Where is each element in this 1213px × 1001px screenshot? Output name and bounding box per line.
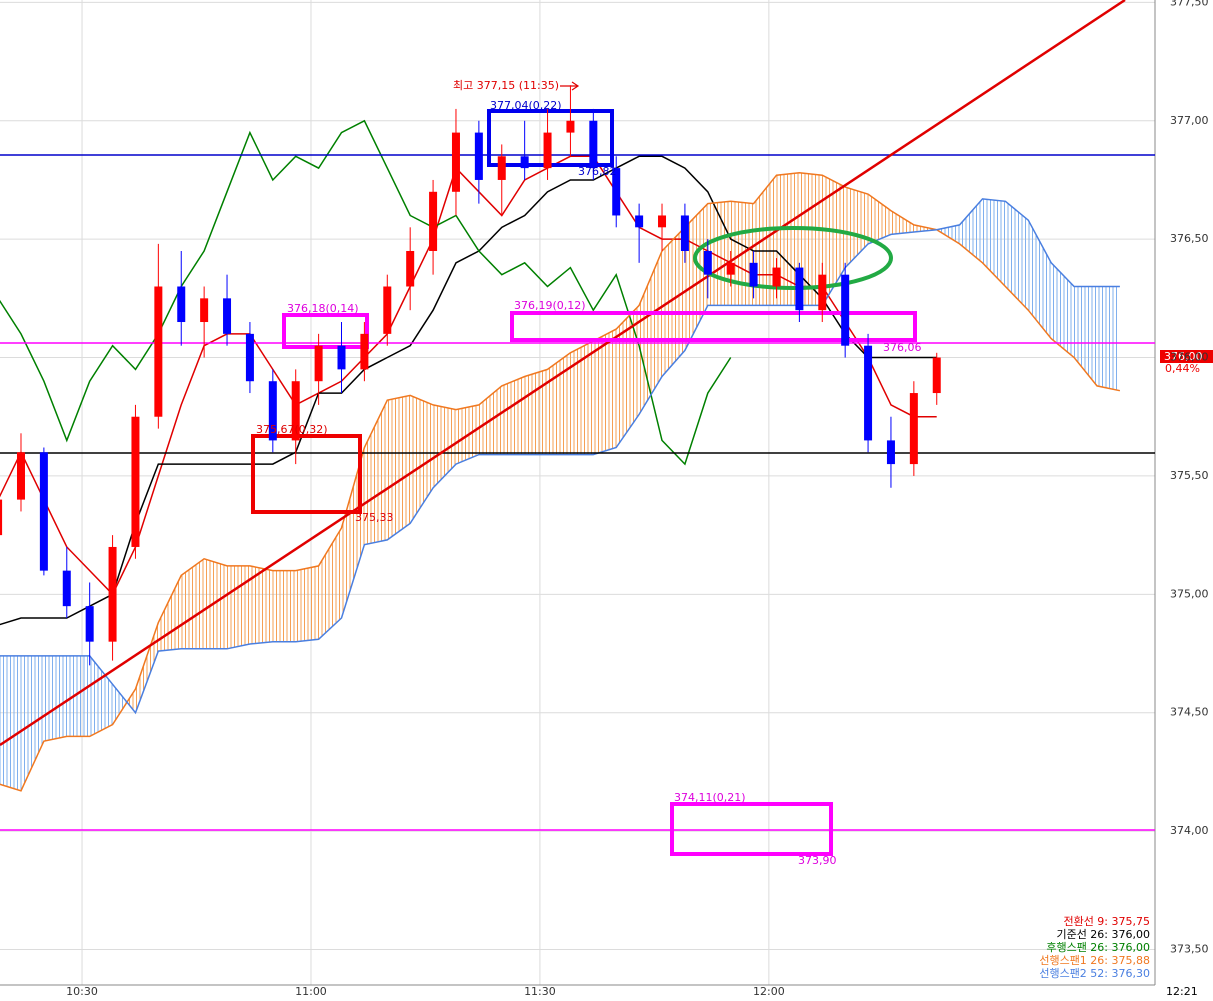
candle-body (635, 215, 644, 228)
candle-body (566, 120, 575, 133)
candle-body (497, 156, 506, 180)
y-tick-label: 375,00 (1170, 587, 1209, 600)
candle-body (818, 274, 827, 311)
annotation: 376,82 (578, 165, 617, 178)
candle-body (451, 132, 460, 192)
annotation: 376,06 (883, 341, 922, 354)
candle-body (612, 168, 621, 216)
candle-body (383, 286, 392, 334)
candle-body (62, 570, 71, 607)
candle-body (131, 416, 140, 547)
x-tick-label: 11:30 (524, 985, 556, 998)
candle-body (291, 381, 300, 441)
candle-body (0, 499, 3, 536)
box (251, 434, 362, 514)
candle-body (223, 298, 232, 334)
legend-entry: 전환선 9: 375,75 (1063, 915, 1150, 928)
candle-body (749, 262, 758, 287)
candle-body (772, 267, 781, 287)
y-tick-label: 375,50 (1170, 469, 1209, 482)
last-price: 376,00 (1164, 350, 1203, 363)
candle-body (658, 215, 667, 228)
candle-body (864, 345, 873, 441)
candle-body (154, 286, 163, 417)
y-tick-label: 374,50 (1170, 706, 1209, 719)
annotation: 375,33 (355, 511, 394, 524)
indicator-line (0, 198, 1120, 715)
y-tick-label: 377,00 (1170, 114, 1209, 127)
y-tick-label: 377,50 (1170, 0, 1209, 8)
candle-body (680, 215, 689, 251)
candle-body (200, 298, 209, 323)
candle-body (360, 333, 369, 370)
indicator-line (0, 155, 937, 596)
candle-body (39, 452, 48, 571)
y-tick-label: 373,50 (1170, 942, 1209, 955)
legend-entry: 선행스팬1 26: 375,88 (1039, 954, 1150, 967)
candle-body (589, 120, 598, 169)
x-tick-label: 12:00 (753, 985, 785, 998)
candle-body (909, 393, 918, 465)
candle-body (474, 132, 483, 180)
candle-body (429, 191, 438, 251)
box (282, 313, 369, 349)
indicator-line (0, 172, 1121, 792)
candle-body (245, 333, 254, 382)
annotation: 373,90 (798, 854, 837, 867)
x-tick-label: 11:00 (295, 985, 327, 998)
candle-body (337, 345, 346, 370)
y-tick-label: 376,50 (1170, 232, 1209, 245)
annotation: 최고 377,15 (11:35) (453, 79, 559, 92)
current-time: 12:21 (1166, 985, 1198, 998)
candle-body (177, 286, 186, 323)
candle-body (268, 381, 277, 441)
annotation: 375,67(0,32) (256, 423, 328, 436)
legend-entry: 기준선 26: 376,00 (1056, 928, 1150, 941)
annotation: 376,18(0,14) (287, 302, 359, 315)
candle-body (85, 606, 94, 642)
trend-line (0, 0, 1126, 747)
candle-body (543, 132, 552, 169)
candle-body (841, 274, 850, 346)
candle-body (703, 250, 712, 275)
indicator-line (0, 119, 732, 466)
candle-body (108, 546, 117, 642)
box (510, 311, 917, 342)
candle-body (406, 250, 415, 287)
candle-body (520, 156, 529, 169)
ellipse (693, 226, 893, 290)
annotation: 374,11(0,21) (674, 791, 746, 804)
candle-body (886, 440, 895, 465)
annotation: 376,19(0,12) (514, 299, 586, 312)
x-tick-label: 10:30 (66, 985, 98, 998)
candle-body (726, 262, 735, 275)
candle-body (795, 267, 804, 311)
box (670, 802, 833, 856)
last-change: 0,44% (1165, 362, 1200, 375)
y-tick-label: 374,00 (1170, 824, 1209, 837)
last-price-box (1160, 350, 1213, 363)
arrow (560, 81, 580, 91)
legend-entry: 후행스팬 26: 376,00 (1046, 941, 1150, 954)
candle-body (314, 345, 323, 382)
indicator-line (0, 155, 937, 626)
annotation: 377,04(0,22) (490, 99, 562, 112)
legend-entry: 선행스팬2 52: 376,30 (1039, 967, 1150, 980)
candle-body (16, 452, 25, 500)
candle-body (932, 357, 941, 394)
y-tick-label: 376,00 (1170, 351, 1209, 364)
